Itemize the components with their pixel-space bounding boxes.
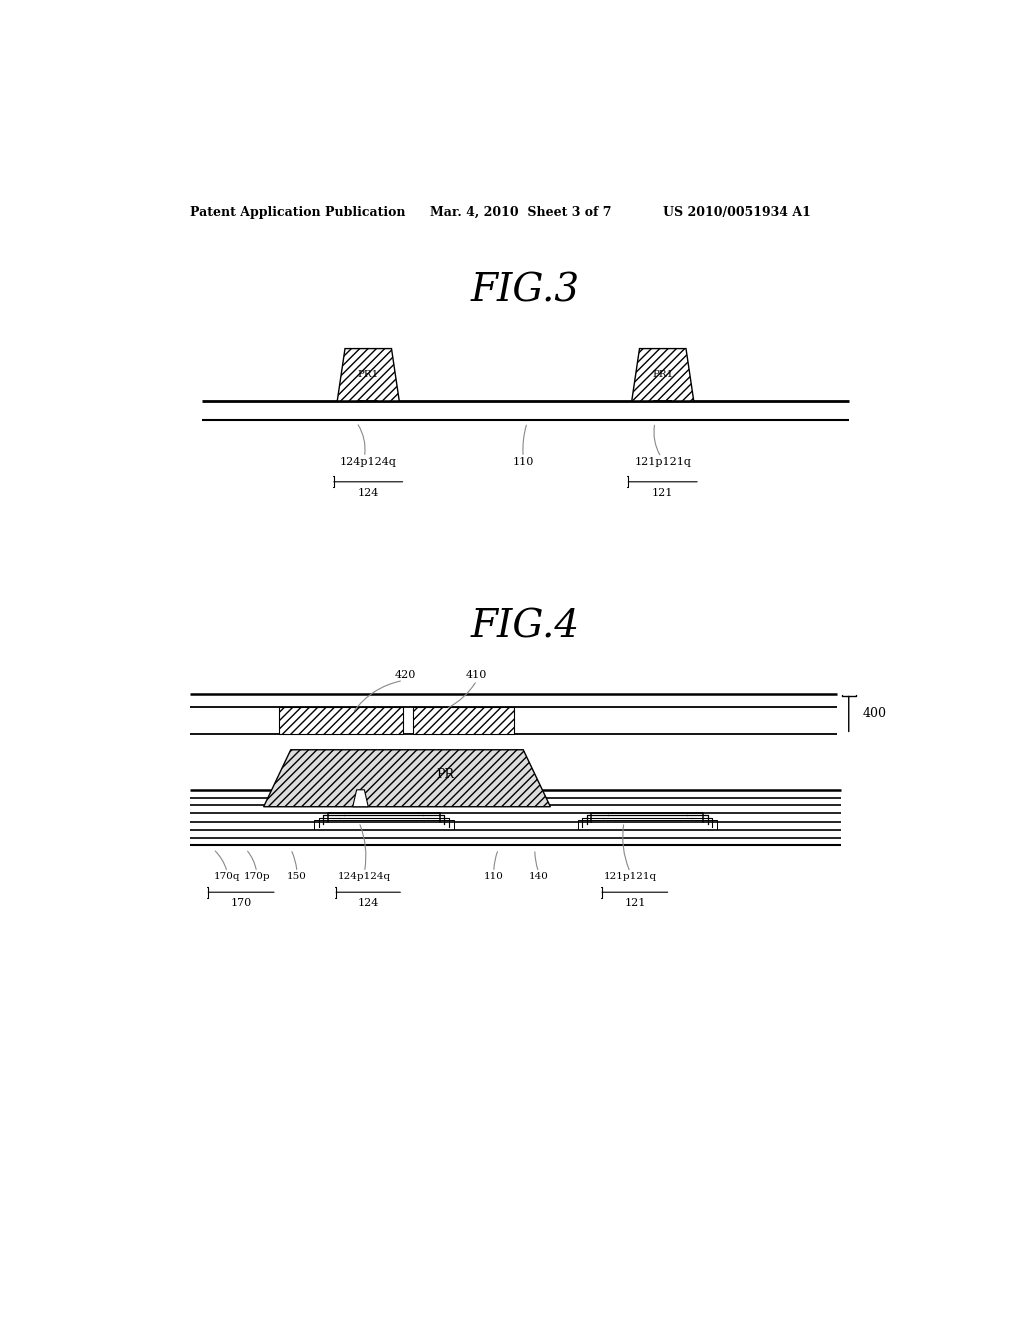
Text: 124p124q: 124p124q (338, 873, 391, 882)
Text: 410: 410 (466, 671, 487, 681)
Text: 121p121q: 121p121q (634, 457, 691, 467)
Polygon shape (337, 348, 399, 401)
Bar (414, 706, 514, 734)
Text: 170p: 170p (244, 873, 270, 882)
Text: 124p124q: 124p124q (340, 457, 396, 467)
Text: PR1: PR1 (652, 371, 674, 379)
Text: 140: 140 (528, 873, 549, 882)
Text: FIG.3: FIG.3 (470, 272, 580, 309)
Text: 170: 170 (230, 899, 252, 908)
Text: 110: 110 (513, 457, 534, 467)
Polygon shape (263, 750, 550, 807)
Text: 121: 121 (625, 899, 645, 908)
Text: PR1: PR1 (357, 371, 379, 379)
Text: 121p121q: 121p121q (603, 873, 656, 882)
Text: 110: 110 (484, 873, 504, 882)
Text: US 2010/0051934 A1: US 2010/0051934 A1 (663, 206, 811, 219)
Polygon shape (352, 789, 369, 807)
Polygon shape (632, 348, 693, 401)
Text: 420: 420 (395, 671, 416, 681)
Text: Mar. 4, 2010  Sheet 3 of 7: Mar. 4, 2010 Sheet 3 of 7 (430, 206, 611, 219)
Text: Patent Application Publication: Patent Application Publication (190, 206, 406, 219)
Text: 121: 121 (652, 488, 674, 498)
Text: 124: 124 (357, 488, 379, 498)
Text: PR: PR (437, 768, 455, 781)
Bar (280, 706, 403, 734)
Text: 150: 150 (287, 873, 307, 882)
Text: 124: 124 (357, 899, 379, 908)
Text: 170q: 170q (214, 873, 241, 882)
Text: FIG.4: FIG.4 (470, 609, 580, 645)
Text: 400: 400 (862, 708, 887, 721)
